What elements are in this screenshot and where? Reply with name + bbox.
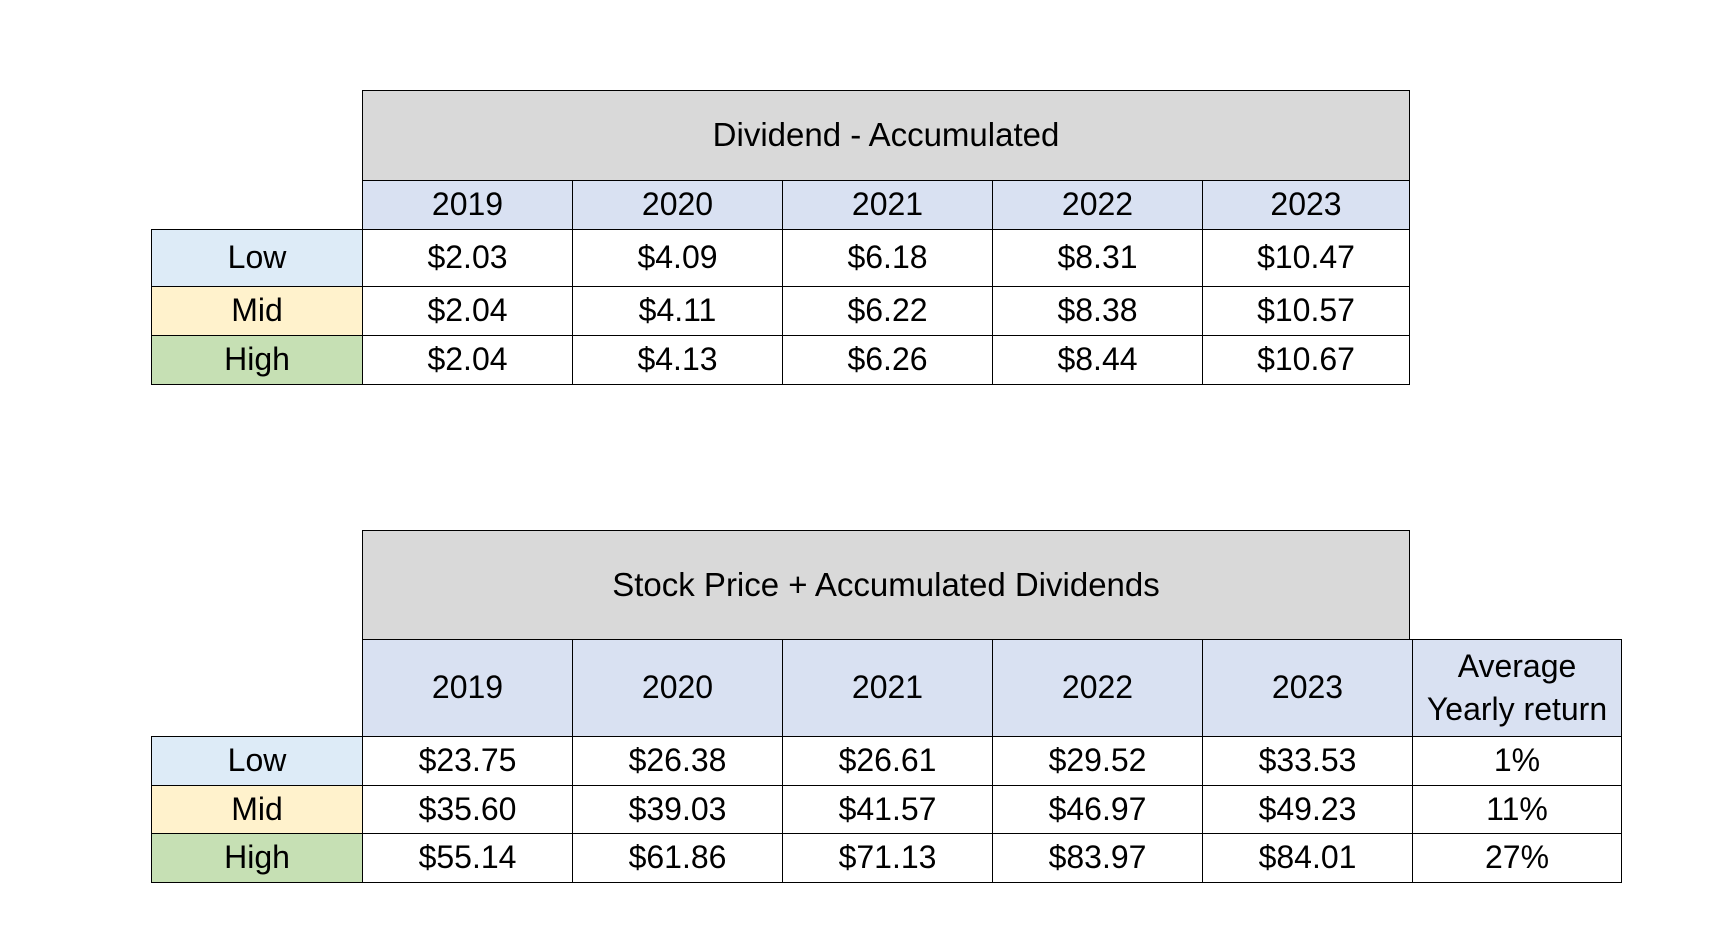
year-header: 2023	[1202, 180, 1410, 229]
year-header: 2021	[782, 180, 992, 229]
table-cell: $8.31	[992, 229, 1202, 286]
table-cell: $46.97	[992, 785, 1202, 833]
average-yearly-return-header: Average Yearly return	[1412, 639, 1622, 736]
table-cell: $33.53	[1202, 736, 1412, 785]
table-cell: $2.04	[362, 286, 572, 335]
year-header: 2022	[992, 639, 1202, 736]
table-cell: $6.18	[782, 229, 992, 286]
table-cell: $83.97	[992, 833, 1202, 883]
year-header: 2019	[362, 180, 572, 229]
table-title: Dividend - Accumulated	[362, 90, 1410, 180]
row-label-low: Low	[151, 736, 362, 785]
row-label-mid: Mid	[151, 286, 362, 335]
row-label-high: High	[151, 833, 362, 883]
table-cell: $8.38	[992, 286, 1202, 335]
row-label-low: Low	[151, 229, 362, 286]
table-cell: $10.57	[1202, 286, 1410, 335]
table-cell: $84.01	[1202, 833, 1412, 883]
row-label-mid: Mid	[151, 785, 362, 833]
table-cell: $61.86	[572, 833, 782, 883]
row-label-high: High	[151, 335, 362, 385]
table-cell: $23.75	[362, 736, 572, 785]
table-cell: $26.38	[572, 736, 782, 785]
table-cell: $10.47	[1202, 229, 1410, 286]
table-cell: $8.44	[992, 335, 1202, 385]
table-title: Stock Price + Accumulated Dividends	[362, 530, 1410, 639]
average-return-cell: 27%	[1412, 833, 1622, 883]
year-header: 2022	[992, 180, 1202, 229]
table-cell: $35.60	[362, 785, 572, 833]
average-return-cell: 1%	[1412, 736, 1622, 785]
table-cell: $4.11	[572, 286, 782, 335]
table-cell: $41.57	[782, 785, 992, 833]
year-header: 2021	[782, 639, 992, 736]
year-header: 2020	[572, 639, 782, 736]
average-return-cell: 11%	[1412, 785, 1622, 833]
table-cell: $6.22	[782, 286, 992, 335]
table-cell: $29.52	[992, 736, 1202, 785]
table-cell: $6.26	[782, 335, 992, 385]
table-cell: $26.61	[782, 736, 992, 785]
table-cell: $4.09	[572, 229, 782, 286]
year-header: 2023	[1202, 639, 1412, 736]
table-cell: $55.14	[362, 833, 572, 883]
table-cell: $2.04	[362, 335, 572, 385]
table-cell: $2.03	[362, 229, 572, 286]
year-header: 2020	[572, 180, 782, 229]
year-header: 2019	[362, 639, 572, 736]
table-cell: $39.03	[572, 785, 782, 833]
table-cell: $71.13	[782, 833, 992, 883]
table-cell: $4.13	[572, 335, 782, 385]
table-cell: $10.67	[1202, 335, 1410, 385]
table-cell: $49.23	[1202, 785, 1412, 833]
